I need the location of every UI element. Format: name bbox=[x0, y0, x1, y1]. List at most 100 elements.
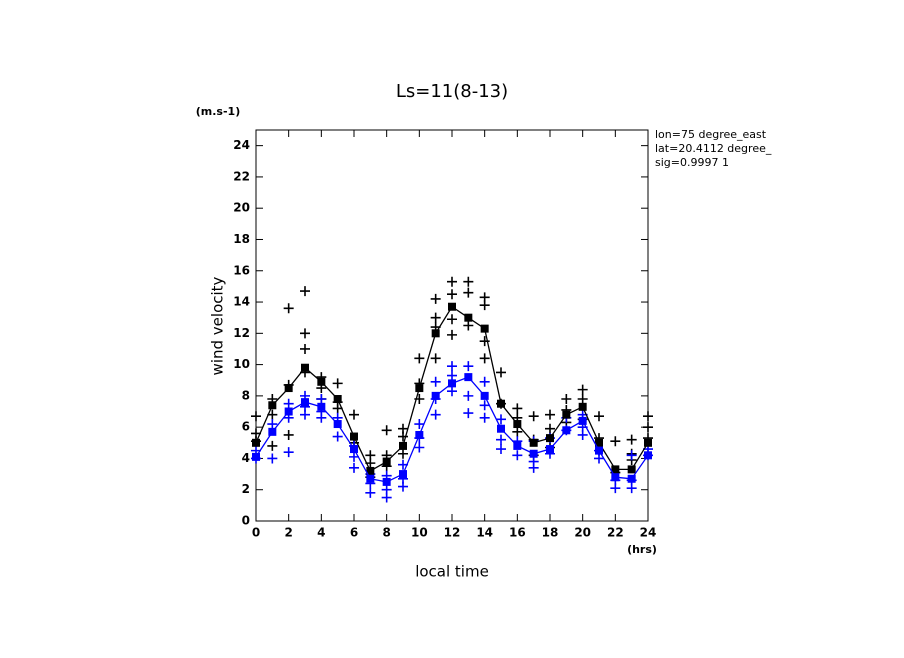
y-axis-label: wind velocity bbox=[209, 276, 227, 375]
mean-marker bbox=[627, 465, 636, 474]
y-tick-label: 12 bbox=[233, 326, 250, 340]
chart-title: Ls=11(8-13) bbox=[396, 81, 508, 102]
cross-point bbox=[430, 353, 441, 364]
x-tick-label: 2 bbox=[284, 526, 292, 540]
cross-point bbox=[479, 412, 490, 423]
cross-point bbox=[512, 450, 523, 461]
cross-point bbox=[496, 414, 506, 425]
cross-point bbox=[447, 329, 457, 340]
x-tick-label: 20 bbox=[574, 526, 591, 540]
mean-marker bbox=[350, 432, 358, 441]
y-tick-label: 16 bbox=[233, 263, 250, 277]
x-tick-label: 24 bbox=[640, 526, 657, 540]
mean-marker bbox=[431, 391, 440, 400]
cross-point bbox=[398, 431, 408, 442]
mean-marker bbox=[301, 398, 309, 407]
mean-marker bbox=[431, 329, 440, 338]
cross-point bbox=[414, 419, 425, 430]
cross-point bbox=[594, 411, 604, 422]
cross-point bbox=[463, 390, 474, 401]
y-tick-label: 6 bbox=[242, 420, 250, 434]
cross-point bbox=[463, 287, 474, 298]
cross-point bbox=[577, 429, 588, 440]
cross-point bbox=[447, 314, 457, 325]
cross-point bbox=[479, 300, 490, 311]
x-unit: (hrs) bbox=[627, 543, 657, 556]
mean-marker bbox=[578, 416, 587, 425]
mean-marker bbox=[366, 466, 375, 475]
cross-point bbox=[463, 361, 474, 372]
mean-marker bbox=[611, 465, 620, 474]
cross-point bbox=[430, 312, 441, 323]
x-tick-label: 0 bbox=[252, 526, 260, 540]
mean-marker bbox=[578, 402, 587, 411]
mean-marker bbox=[415, 430, 424, 439]
cross-point bbox=[283, 398, 294, 409]
cross-point bbox=[267, 453, 278, 464]
x-axis-label: local time bbox=[415, 563, 489, 581]
y-tick-label: 0 bbox=[242, 514, 250, 528]
cross-point bbox=[463, 320, 474, 331]
cross-point bbox=[447, 289, 457, 300]
x-tick-label: 22 bbox=[607, 526, 624, 540]
cross-point bbox=[365, 487, 376, 498]
cross-point bbox=[414, 353, 425, 364]
cross-point bbox=[300, 409, 310, 420]
cross-point bbox=[479, 376, 490, 387]
cross-point bbox=[561, 394, 572, 405]
mean-marker bbox=[562, 426, 571, 435]
y-tick-label: 22 bbox=[233, 169, 250, 183]
x-tick-label: 14 bbox=[476, 526, 493, 540]
cross-point bbox=[267, 409, 278, 420]
cross-point bbox=[577, 394, 588, 405]
x-tick-label: 8 bbox=[382, 526, 390, 540]
cross-point bbox=[545, 409, 555, 420]
cross-point bbox=[643, 422, 653, 433]
cross-point bbox=[545, 423, 555, 434]
cross-point bbox=[283, 447, 294, 458]
annotation: lon=75 degree_east bbox=[655, 128, 767, 141]
cross-point bbox=[512, 403, 523, 414]
mean-marker bbox=[497, 424, 505, 433]
mean-marker bbox=[415, 384, 424, 393]
mean-marker bbox=[333, 395, 342, 404]
mean-marker bbox=[627, 474, 636, 483]
mean-marker bbox=[268, 427, 277, 436]
mean-marker bbox=[513, 420, 522, 429]
cross-point bbox=[626, 450, 637, 461]
mean-marker bbox=[480, 391, 489, 400]
cross-point bbox=[610, 436, 621, 447]
y-tick-label: 4 bbox=[242, 451, 250, 465]
y-tick-label: 18 bbox=[233, 232, 250, 246]
cross-point bbox=[283, 303, 294, 314]
cross-point bbox=[300, 343, 310, 354]
cross-point bbox=[447, 370, 457, 381]
cross-point bbox=[626, 434, 637, 445]
mean-marker bbox=[366, 474, 375, 483]
cross-point bbox=[479, 353, 490, 364]
mean-marker bbox=[448, 302, 456, 311]
mean-marker bbox=[252, 452, 260, 461]
mean-marker bbox=[480, 324, 489, 333]
cross-point bbox=[398, 481, 408, 492]
cross-point bbox=[349, 409, 359, 420]
annotation: sig=0.9997 1 bbox=[655, 156, 729, 169]
cross-point bbox=[626, 483, 637, 494]
cross-point bbox=[381, 425, 392, 436]
mean-marker bbox=[546, 434, 554, 443]
mean-marker bbox=[529, 449, 538, 458]
cross-point bbox=[349, 451, 359, 462]
cross-point bbox=[430, 409, 441, 420]
cross-point bbox=[398, 448, 408, 459]
mean-marker bbox=[595, 446, 603, 455]
mean-marker bbox=[399, 441, 407, 450]
x-tick-label: 12 bbox=[444, 526, 461, 540]
mean-marker bbox=[644, 451, 652, 460]
cross-point bbox=[528, 411, 539, 422]
mean-marker bbox=[382, 477, 391, 486]
x-tick-label: 18 bbox=[542, 526, 559, 540]
cross-point bbox=[479, 400, 490, 411]
cross-point bbox=[316, 412, 327, 423]
